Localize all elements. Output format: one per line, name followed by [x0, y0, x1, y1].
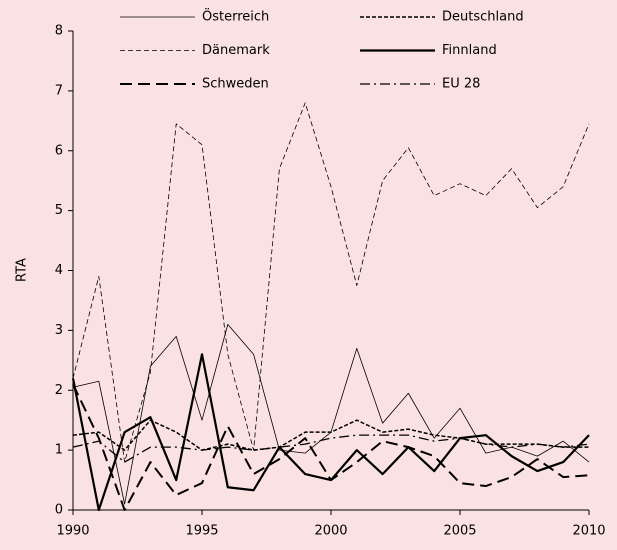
- y-tick-label: 6: [55, 143, 63, 158]
- x-tick-label: 2000: [314, 524, 347, 539]
- series-line: [72, 434, 590, 463]
- x-tick-label: 2005: [443, 524, 476, 539]
- x-tick-label: 2010: [572, 524, 605, 539]
- y-axis-label: RTA: [15, 258, 30, 282]
- y-tick-label: 5: [55, 203, 63, 218]
- x-tick-label: 1990: [56, 524, 89, 539]
- y-tick-label: 4: [55, 263, 63, 278]
- legend-label: Deutschland: [442, 10, 524, 25]
- series-line: [72, 102, 590, 463]
- series-line: [72, 323, 590, 505]
- y-tick-label: 0: [55, 503, 63, 518]
- legend-label: EU 28: [442, 77, 480, 92]
- legend-label: Schweden: [202, 77, 269, 92]
- legend-label: Österreich: [202, 8, 269, 25]
- series-line: [72, 383, 590, 511]
- series-line: [72, 419, 589, 451]
- y-tick-label: 2: [55, 383, 63, 398]
- y-tick-label: 8: [55, 24, 63, 39]
- y-tick-label: 1: [55, 443, 63, 458]
- legend-label: Finnland: [442, 43, 497, 58]
- legend-label: Dänemark: [202, 43, 270, 58]
- y-tick-label: 7: [55, 83, 63, 98]
- x-tick-label: 1995: [185, 524, 218, 539]
- y-tick-label: 3: [55, 323, 63, 338]
